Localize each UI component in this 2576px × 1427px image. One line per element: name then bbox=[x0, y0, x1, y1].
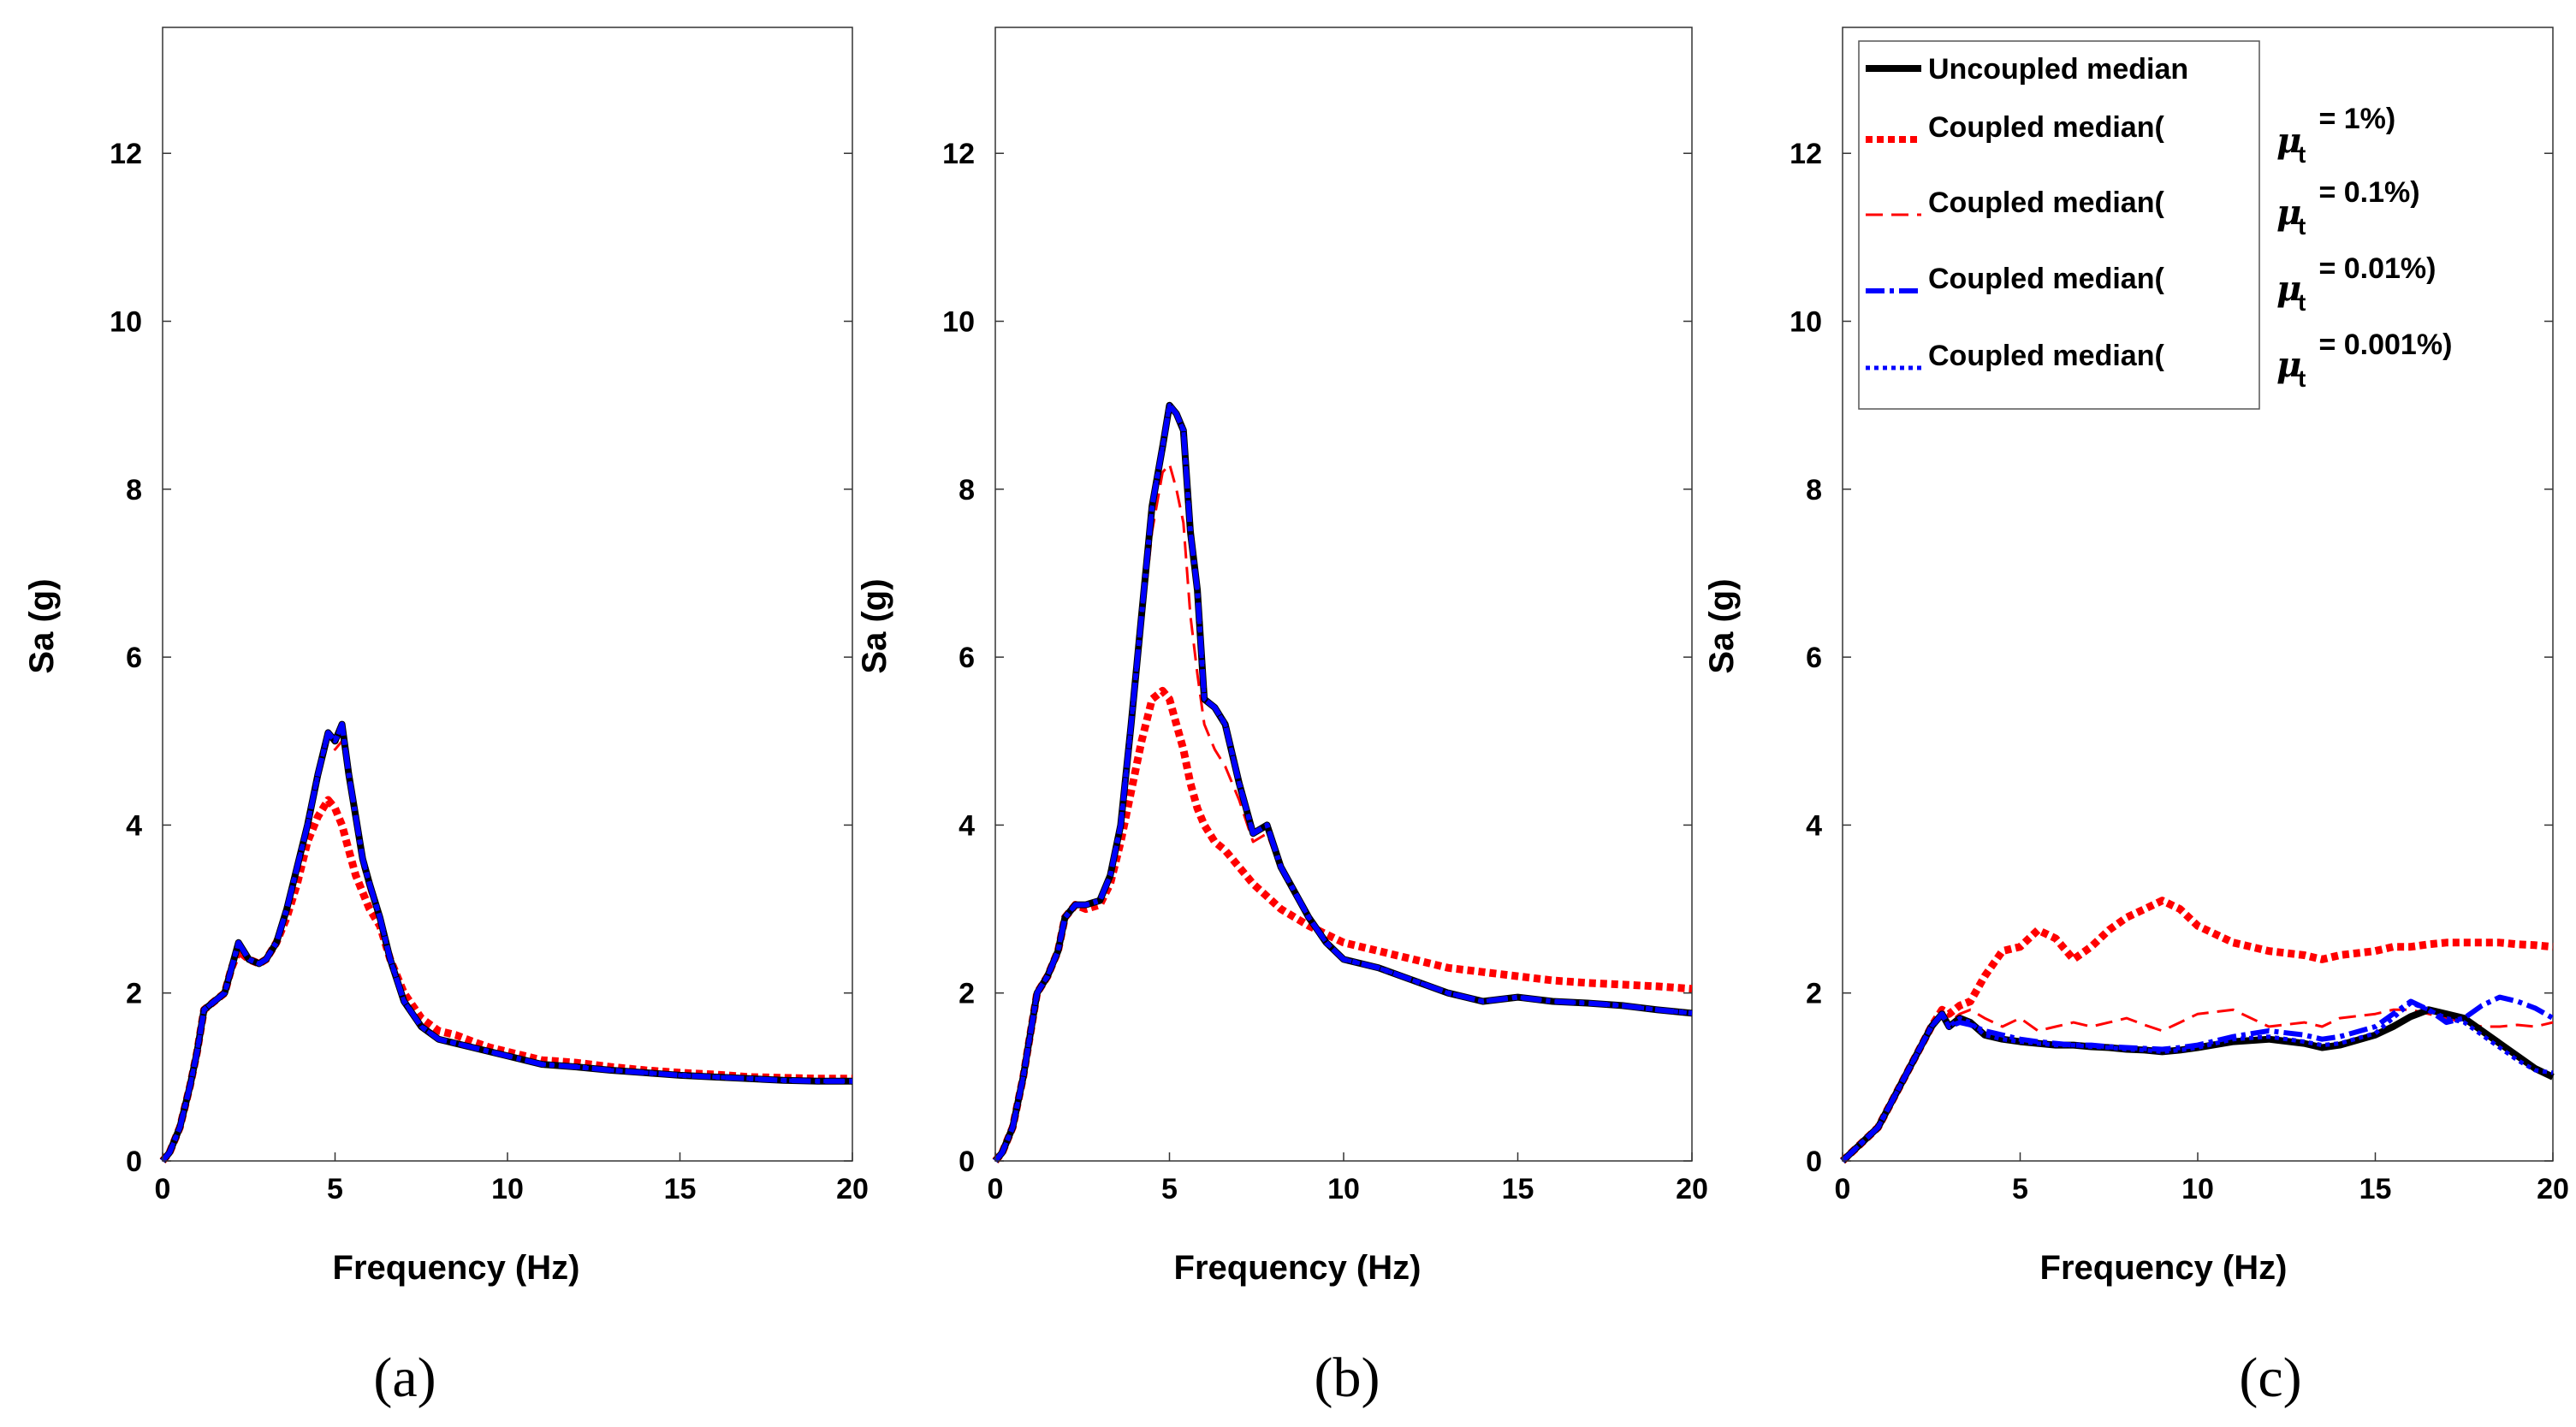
y-tick-label: 0 bbox=[1806, 1146, 1822, 1178]
y-tick-label: 6 bbox=[1806, 642, 1822, 674]
series-group bbox=[992, 401, 1693, 1164]
legend-mu-value: = 0.01%) bbox=[2311, 252, 2436, 285]
mu-symbol: μ bbox=[2276, 345, 2301, 385]
mu-subscript: t bbox=[2298, 141, 2306, 168]
tick-group: 0 5 10 15 20 0 2 4 6 8 10 12 bbox=[110, 138, 869, 1205]
x-tick-label: 15 bbox=[2359, 1173, 2392, 1205]
mu-symbol: μ bbox=[2276, 192, 2301, 233]
legend-mu-value: = 0.001%) bbox=[2311, 329, 2452, 361]
x-tick-label: 15 bbox=[664, 1173, 697, 1205]
panel-label: (c) bbox=[2239, 1347, 2301, 1409]
series-group bbox=[159, 720, 852, 1164]
x-tick-label: 10 bbox=[491, 1173, 524, 1205]
y-tick-label: 8 bbox=[126, 474, 142, 506]
x-tick-label: 0 bbox=[155, 1173, 171, 1205]
x-tick-label: 5 bbox=[327, 1173, 343, 1205]
x-tick-label: 10 bbox=[2181, 1173, 2214, 1205]
legend-item-coupled-001: Coupled median( μ t = 0.01%) bbox=[1866, 252, 2436, 316]
y-tick-label: 2 bbox=[126, 978, 142, 1010]
x-tick-label: 20 bbox=[1676, 1173, 1708, 1205]
legend: Uncoupled median Coupled median( μ t = 1… bbox=[1858, 40, 2452, 410]
x-axis-label: Frequency (Hz) bbox=[1174, 1249, 1422, 1287]
legend-item-coupled-0001: Coupled median( μ t = 0.001%) bbox=[1866, 329, 2452, 392]
series-line-coupled-0001 bbox=[994, 403, 1693, 1163]
x-tick-label: 0 bbox=[1835, 1173, 1851, 1205]
y-axis-label: Sa (g) bbox=[1703, 578, 1741, 673]
y-tick-label: 10 bbox=[110, 306, 142, 339]
y-tick-label: 12 bbox=[942, 138, 975, 170]
legend-item-uncoupled: Uncoupled median bbox=[1866, 53, 2188, 86]
x-tick-label: 5 bbox=[1161, 1173, 1178, 1205]
y-tick-label: 10 bbox=[942, 306, 975, 339]
y-tick-label: 4 bbox=[1806, 809, 1822, 842]
legend-mu-value: = 1%) bbox=[2311, 103, 2395, 135]
legend-label: Uncoupled median bbox=[1928, 53, 2188, 86]
y-tick-label: 4 bbox=[126, 809, 142, 842]
y-axis-label: Sa (g) bbox=[856, 578, 893, 673]
y-tick-label: 6 bbox=[126, 642, 142, 674]
plot-frame bbox=[162, 27, 853, 1162]
legend-item-coupled-01: Coupled median( μ t = 0.1%) bbox=[1866, 176, 2420, 240]
legend-item-coupled-1: Coupled median( μ t = 1%) bbox=[1866, 103, 2395, 168]
series-line-coupled-0001 bbox=[161, 722, 852, 1163]
panel-label: (b) bbox=[1315, 1347, 1380, 1409]
x-tick-label: 0 bbox=[988, 1173, 1004, 1205]
y-tick-label: 2 bbox=[1806, 978, 1822, 1010]
legend-label: Coupled median( bbox=[1928, 187, 2164, 219]
x-tick-label: 5 bbox=[2012, 1173, 2028, 1205]
x-tick-label: 15 bbox=[1502, 1173, 1534, 1205]
mu-subscript: t bbox=[2298, 289, 2306, 316]
y-tick-label: 0 bbox=[126, 1146, 142, 1178]
y-tick-label: 12 bbox=[1790, 138, 1822, 170]
y-tick-label: 8 bbox=[1806, 474, 1822, 506]
tick-group: 0 5 10 15 20 0 2 4 6 8 10 12 bbox=[1790, 138, 2569, 1205]
y-tick-label: 0 bbox=[959, 1146, 975, 1178]
panel-label: (a) bbox=[373, 1347, 436, 1409]
y-tick-label: 4 bbox=[959, 809, 975, 842]
mu-symbol: μ bbox=[2276, 269, 2301, 309]
legend-box bbox=[1858, 40, 2260, 410]
mu-symbol: μ bbox=[2276, 121, 2301, 161]
y-axis-label: Sa (g) bbox=[23, 578, 61, 673]
y-tick-label: 10 bbox=[1790, 306, 1822, 339]
mu-subscript: t bbox=[2298, 365, 2306, 392]
legend-mu-value: = 0.1%) bbox=[2311, 176, 2420, 209]
series-group bbox=[1839, 897, 2555, 1164]
x-axis-label: Frequency (Hz) bbox=[2040, 1249, 2288, 1287]
x-tick-label: 20 bbox=[836, 1173, 869, 1205]
y-tick-label: 12 bbox=[110, 138, 142, 170]
legend-label: Coupled median( bbox=[1928, 340, 2164, 372]
legend-label: Coupled median( bbox=[1928, 263, 2164, 295]
y-tick-label: 6 bbox=[959, 642, 975, 674]
x-tick-label: 20 bbox=[2537, 1173, 2569, 1205]
series-line-coupled-0001 bbox=[1841, 1001, 2554, 1163]
mu-subscript: t bbox=[2298, 213, 2306, 240]
x-axis-label: Frequency (Hz) bbox=[333, 1249, 580, 1287]
x-tick-label: 10 bbox=[1327, 1173, 1360, 1205]
tick-group: 0 5 10 15 20 0 2 4 6 8 10 12 bbox=[942, 138, 1708, 1205]
plot-frame bbox=[994, 27, 1693, 1162]
y-tick-label: 8 bbox=[959, 474, 975, 506]
y-tick-label: 2 bbox=[959, 978, 975, 1010]
series-line-coupled-001 bbox=[1840, 994, 2555, 1164]
legend-label: Coupled median( bbox=[1928, 111, 2164, 144]
